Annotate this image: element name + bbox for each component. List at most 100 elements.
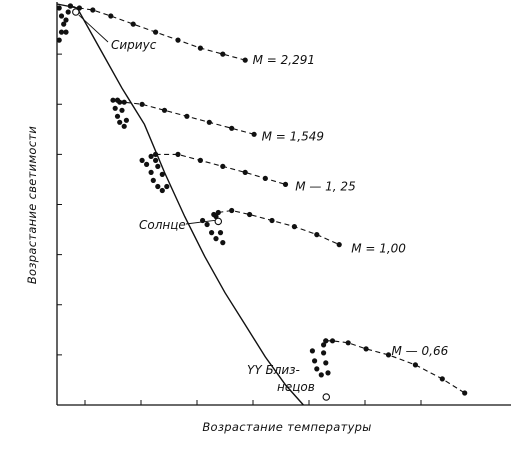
sun-marker (214, 217, 223, 226)
track-point (159, 187, 165, 194)
annotations: Сириус Солнце YY Близ-нецов (72, 8, 331, 401)
track-1: M = 2,291 (56, 3, 315, 67)
y-axis-title: Возрастание светимости (25, 126, 39, 285)
track-point (148, 169, 154, 175)
track-point (61, 21, 67, 27)
track-point (206, 119, 212, 125)
track-point (336, 242, 342, 248)
main-sequence-layer (56, 3, 304, 406)
track-point (215, 209, 221, 216)
track-point (155, 163, 161, 169)
track-point (247, 211, 253, 218)
track-point (119, 107, 125, 113)
track-point (121, 99, 127, 105)
track-point (323, 360, 329, 366)
track-point (175, 37, 181, 43)
track-point (321, 350, 327, 356)
main-sequence-line (56, 3, 304, 406)
track-point (345, 340, 351, 346)
track-point (229, 125, 235, 131)
track-point (217, 230, 224, 236)
track-dashed-line (325, 340, 465, 394)
track-point (269, 217, 275, 224)
track-point (139, 101, 145, 107)
track-dashed-line (117, 99, 255, 135)
track-point (262, 175, 268, 181)
track-point (90, 7, 96, 13)
track-point (314, 232, 320, 238)
track-point (65, 9, 71, 15)
track-point (56, 5, 62, 11)
track-point (329, 338, 336, 344)
track-point (318, 372, 324, 378)
track-point (213, 236, 219, 242)
yy-gem-label-line2: нецов (277, 380, 315, 394)
track-point (56, 37, 62, 43)
track-point (108, 13, 114, 19)
track-point (220, 240, 226, 246)
track-point (220, 163, 226, 169)
track-point (242, 169, 248, 175)
track-point (144, 161, 150, 167)
track-point (139, 157, 145, 163)
track-point (114, 113, 121, 119)
sirius-leader (78, 14, 109, 43)
track-point (312, 358, 318, 364)
evolution-tracks: M = 2,291 M = 1,549 M — 1, 25 M = 1,00 M — 0… (56, 3, 468, 396)
track-point (197, 45, 203, 51)
track-point (58, 29, 65, 35)
track-point (153, 29, 159, 35)
track-point (325, 370, 331, 376)
track-point (209, 230, 215, 236)
track-point (159, 171, 165, 177)
track-point (155, 183, 161, 190)
track-4: M = 1,00 (200, 207, 406, 256)
yy-gem-marker (322, 393, 331, 401)
track-label: M — 1, 25 (295, 179, 356, 193)
x-axis-title: Возрастание температуры (202, 420, 371, 434)
track-point (314, 366, 320, 372)
track-point (164, 183, 170, 190)
track-point (363, 346, 369, 352)
track-2: M = 1,549 (110, 97, 324, 143)
track-point (112, 105, 118, 111)
track-5: M — 0,66 (309, 338, 468, 396)
track-label: M = 2,291 (253, 53, 315, 67)
track-point (242, 57, 248, 63)
sun-leader (185, 219, 216, 225)
track-point (63, 29, 69, 35)
track-point (385, 352, 392, 358)
track-label: M = 1,00 (351, 242, 406, 256)
track-point (462, 390, 468, 396)
track-point (148, 153, 154, 159)
track-point (123, 117, 129, 123)
track-point (175, 151, 181, 157)
track-point (439, 376, 445, 382)
track-point (63, 17, 69, 23)
sirius-marker (72, 8, 80, 16)
track-point (121, 123, 127, 129)
track-point (251, 131, 257, 137)
track-point (211, 211, 217, 218)
track-point (67, 3, 73, 9)
track-point (229, 207, 235, 214)
axes (56, 2, 511, 406)
track-point (161, 107, 168, 113)
track-point (197, 157, 203, 163)
sun-label: Солнце (139, 218, 186, 232)
track-point (130, 21, 136, 27)
track-label: M — 0,66 (392, 344, 449, 358)
track-point (184, 113, 190, 119)
yy-gem-label-line1: YY Близ- (247, 363, 300, 377)
track-point (58, 13, 65, 19)
track-dashed-line (70, 5, 246, 61)
track-point (114, 97, 121, 103)
track-point (282, 181, 289, 187)
track-point (323, 338, 329, 344)
track-point (321, 342, 327, 348)
track-point (117, 119, 123, 125)
track-point (150, 177, 156, 183)
track-point (110, 97, 116, 103)
sirius-label: Сириус (111, 38, 157, 52)
